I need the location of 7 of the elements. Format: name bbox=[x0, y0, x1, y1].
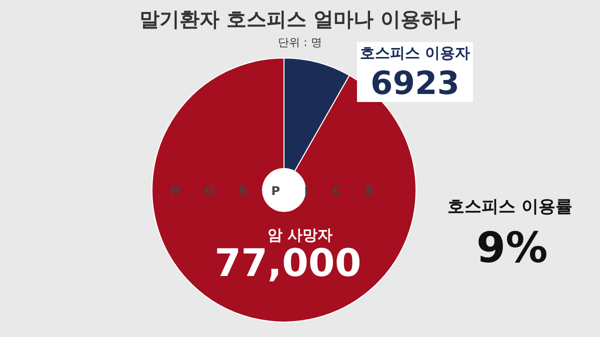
chart-subtitle: 단위 : 명 bbox=[278, 36, 322, 49]
text: 호스피스 이용률 bbox=[448, 197, 572, 217]
slice-label: 호스피스 이용자 bbox=[360, 44, 470, 62]
text: 9% bbox=[476, 223, 548, 272]
chart-title: 말기환자 호스피스 얼마나 이용하나 bbox=[140, 7, 460, 31]
data-label: 6923 bbox=[370, 64, 460, 102]
slice-label: 암 사망자 bbox=[267, 226, 333, 244]
